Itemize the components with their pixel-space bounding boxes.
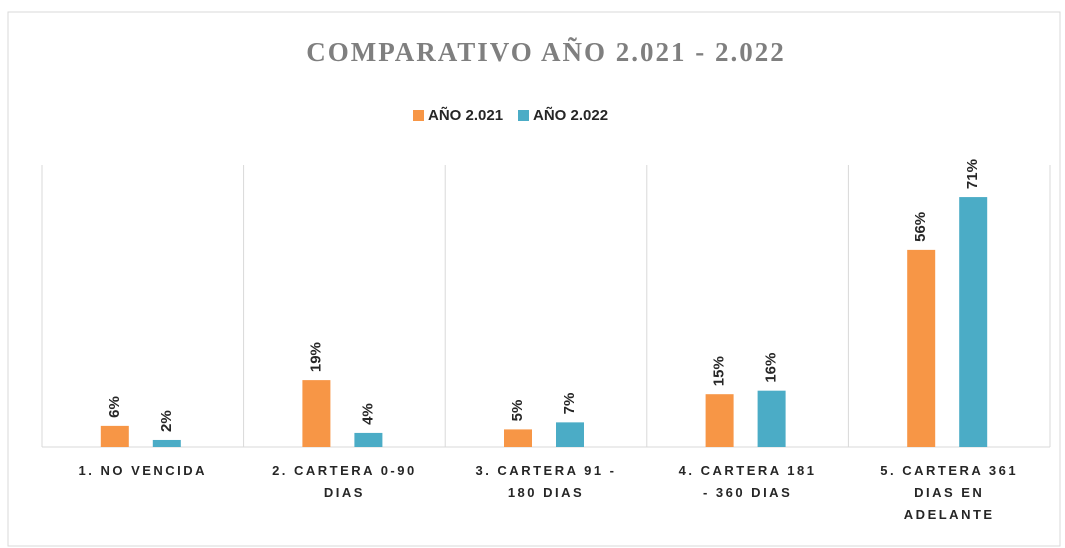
data-label: 71% [964, 159, 981, 189]
data-label: 5% [509, 400, 526, 422]
bar [152, 439, 181, 447]
bar [907, 249, 936, 447]
legend-swatch [413, 110, 424, 121]
data-label: 6% [106, 396, 123, 418]
bar [354, 432, 383, 447]
chart-border [7, 11, 1061, 547]
legend-swatch [518, 110, 529, 121]
bar [705, 394, 734, 447]
bar [959, 197, 988, 447]
data-label: 15% [711, 356, 728, 386]
bar [556, 422, 584, 447]
x-tick-label: 5. CARTERA 361 DIAS EN ADELANTE [880, 463, 1018, 522]
data-label: 4% [359, 403, 376, 425]
bar [757, 390, 786, 447]
data-label: 16% [763, 353, 780, 383]
legend-label: AÑO 2.021 [428, 106, 503, 124]
x-tick-label: 4. CARTERA 181- 360 DIAS [679, 463, 817, 500]
x-tick-label: 3. CARTERA 91 -180 DIAS [475, 463, 616, 500]
bar [100, 425, 129, 447]
x-tick-label: 1. NO VENCIDA [79, 463, 208, 478]
data-label: 7% [561, 393, 578, 415]
x-tick-label: 2. CARTERA 0-90 DIAS [272, 463, 417, 500]
bar [504, 429, 532, 447]
data-label: 2% [158, 410, 175, 432]
chart-title: COMPARATIVO AÑO 2.021 - 2.022 [306, 37, 785, 67]
legend-label: AÑO 2.022 [533, 106, 608, 124]
bar [302, 380, 331, 447]
data-label: 56% [912, 212, 929, 242]
data-label: 19% [307, 342, 324, 372]
